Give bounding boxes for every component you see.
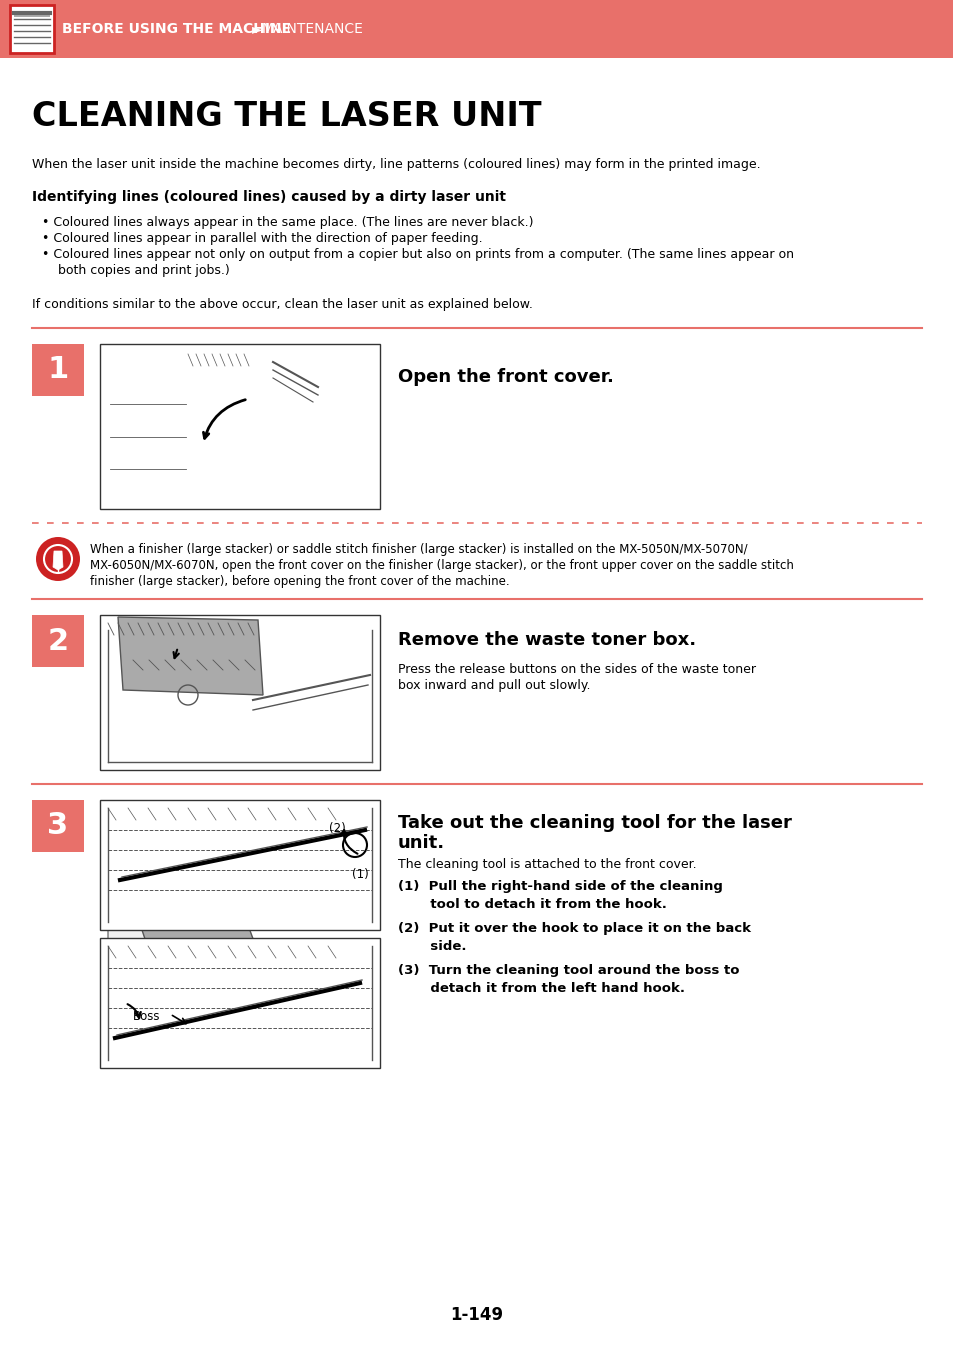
Polygon shape	[108, 849, 188, 998]
Bar	[100, 938, 379, 1068]
Text: (2)  Put it over the hook to place it on the back: (2) Put it over the hook to place it on …	[397, 922, 750, 936]
Text: If conditions similar to the above occur, clean the laser unit as explained belo: If conditions similar to the above occur…	[32, 298, 533, 311]
Text: (1): (1)	[352, 868, 368, 882]
Text: both copies and print jobs.): both copies and print jobs.)	[50, 265, 230, 277]
Bar	[32, 344, 84, 396]
Text: • Coloured lines appear in parallel with the direction of paper feeding.: • Coloured lines appear in parallel with…	[42, 232, 482, 244]
Text: BEFORE USING THE MACHINE: BEFORE USING THE MACHINE	[62, 22, 291, 36]
Polygon shape	[138, 898, 273, 994]
Text: finisher (large stacker), before opening the front cover of the machine.: finisher (large stacker), before opening…	[90, 575, 509, 589]
Text: (1)  Pull the right-hand side of the cleaning: (1) Pull the right-hand side of the clea…	[397, 880, 722, 892]
Bar	[100, 616, 379, 770]
Text: 1: 1	[48, 355, 69, 385]
Text: Open the front cover.: Open the front cover.	[397, 369, 613, 386]
Text: MX-6050N/MX-6070N, open the front cover on the finisher (large stacker), or the : MX-6050N/MX-6070N, open the front cover …	[90, 559, 793, 572]
Text: Boss: Boss	[132, 1010, 160, 1022]
Bar	[32, 616, 84, 667]
Text: Identifying lines (coloured lines) caused by a dirty laser unit: Identifying lines (coloured lines) cause…	[32, 190, 505, 204]
Text: side.: side.	[397, 940, 466, 953]
Text: Press the release buttons on the sides of the waste toner: Press the release buttons on the sides o…	[397, 663, 755, 676]
Text: CLEANING THE LASER UNIT: CLEANING THE LASER UNIT	[32, 100, 541, 134]
Text: When the laser unit inside the machine becomes dirty, line patterns (coloured li: When the laser unit inside the machine b…	[32, 158, 760, 171]
Text: • Coloured lines always appear in the same place. (The lines are never black.): • Coloured lines always appear in the sa…	[42, 216, 533, 230]
Text: 2: 2	[48, 626, 69, 656]
Bar	[0, 0, 953, 58]
Bar	[14, 11, 50, 18]
Bar	[32, 801, 84, 852]
Text: When a finisher (large stacker) or saddle stitch finisher (large stacker) is ins: When a finisher (large stacker) or saddl…	[90, 543, 747, 556]
Text: 3: 3	[48, 811, 69, 841]
Text: detach it from the left hand hook.: detach it from the left hand hook.	[397, 981, 684, 995]
Text: box inward and pull out slowly.: box inward and pull out slowly.	[397, 679, 590, 693]
Text: Remove the waste toner box.: Remove the waste toner box.	[397, 630, 696, 649]
Text: 1-149: 1-149	[450, 1305, 503, 1324]
Text: ►: ►	[252, 22, 262, 36]
Bar	[100, 344, 379, 509]
Text: MAINTENANCE: MAINTENANCE	[262, 22, 363, 36]
Text: (2): (2)	[328, 822, 345, 836]
Polygon shape	[118, 617, 263, 695]
Circle shape	[36, 537, 80, 580]
Bar	[100, 801, 379, 930]
Text: • Coloured lines appear not only on output from a copier but also on prints from: • Coloured lines appear not only on outp…	[42, 248, 793, 261]
Text: Take out the cleaning tool for the laser: Take out the cleaning tool for the laser	[397, 814, 791, 832]
Polygon shape	[53, 551, 63, 570]
Bar	[10, 5, 54, 53]
Text: (3)  Turn the cleaning tool around the boss to: (3) Turn the cleaning tool around the bo…	[397, 964, 739, 977]
Text: The cleaning tool is attached to the front cover.: The cleaning tool is attached to the fro…	[397, 859, 696, 871]
Text: unit.: unit.	[397, 834, 445, 852]
Text: tool to detach it from the hook.: tool to detach it from the hook.	[397, 898, 666, 911]
